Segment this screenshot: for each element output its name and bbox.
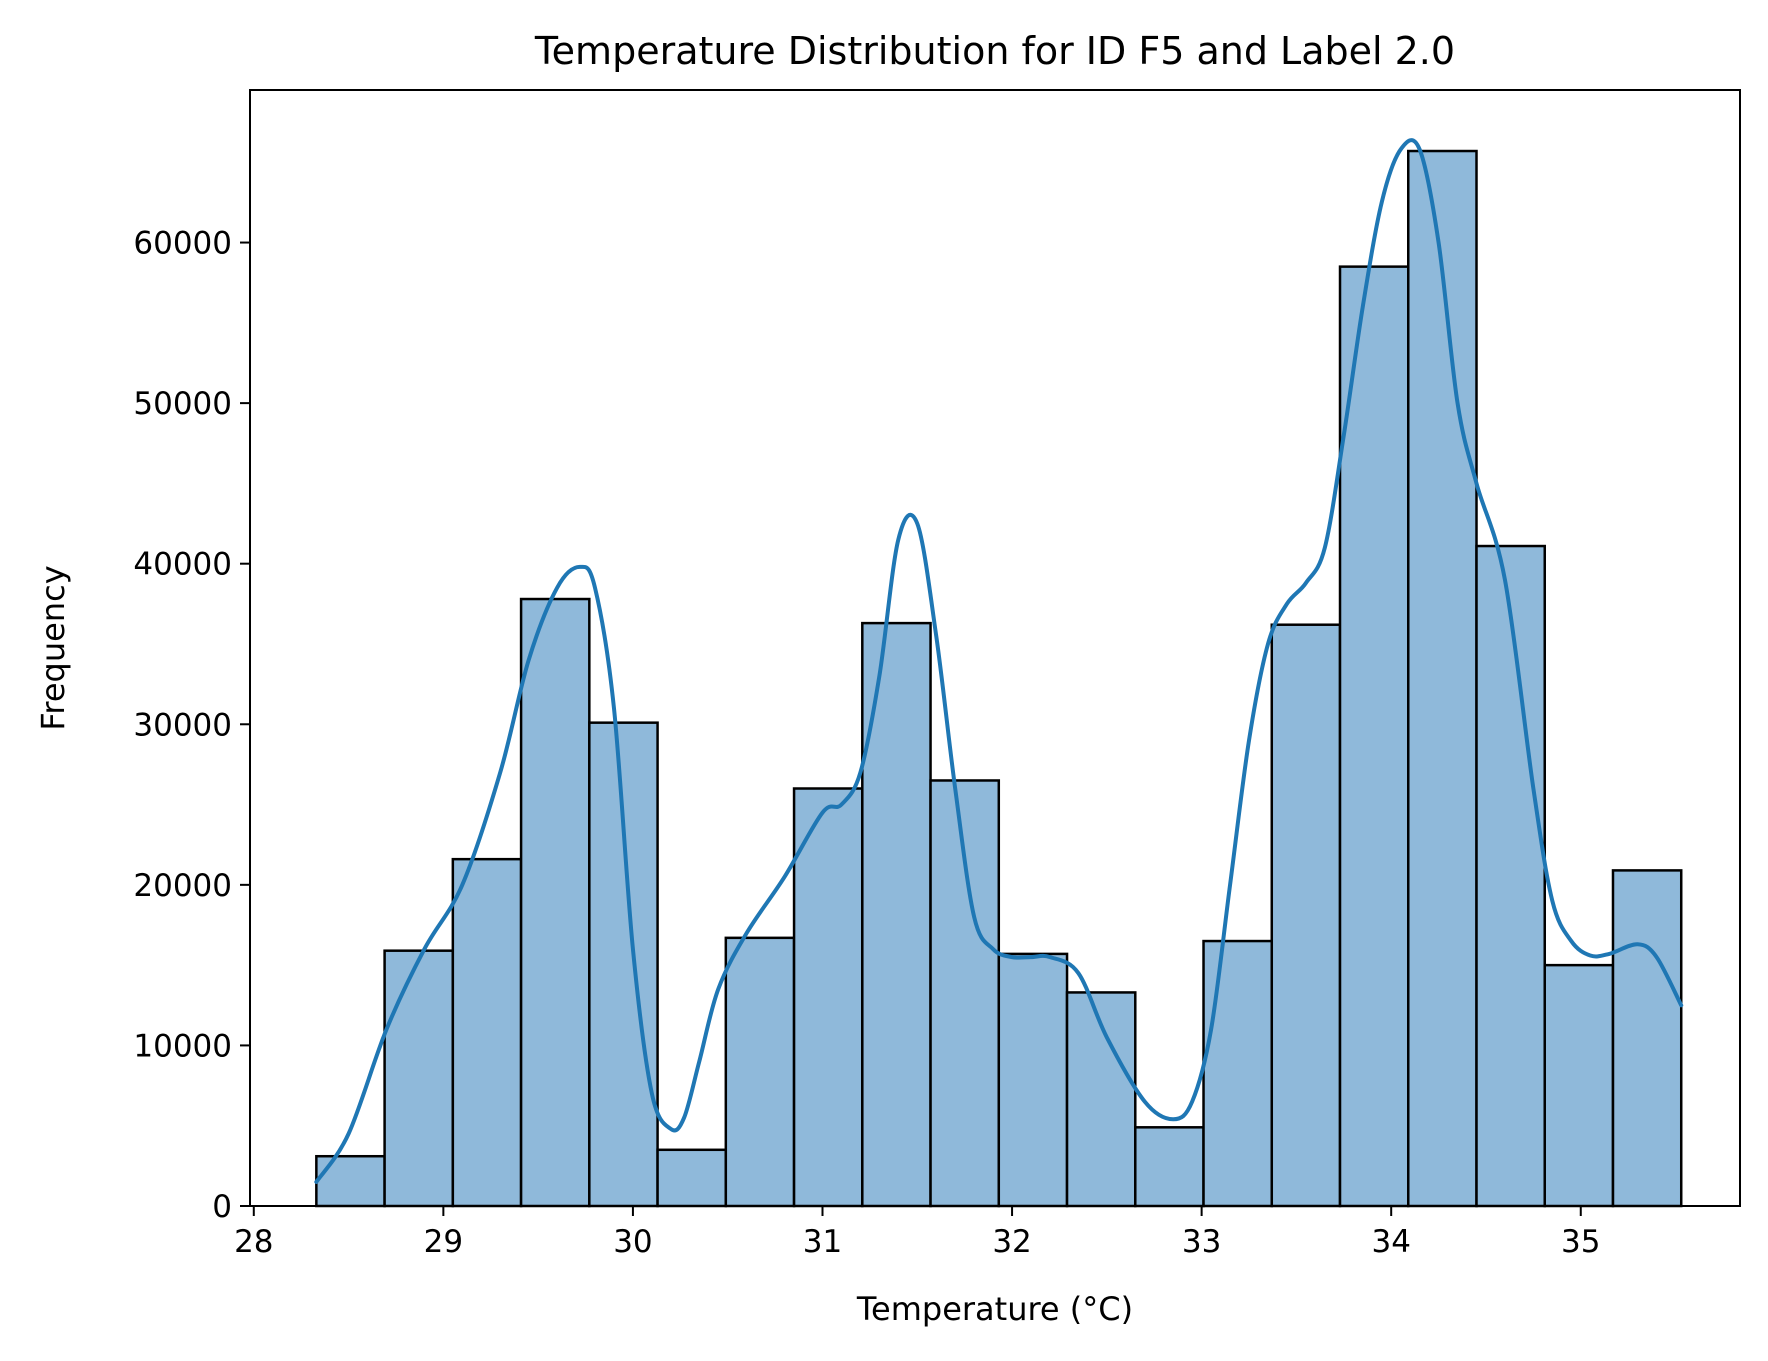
y-tick-label: 20000	[133, 868, 232, 904]
histogram-bar	[1134, 1126, 1205, 1208]
histogram-bar	[792, 787, 864, 1208]
histogram-bar	[315, 1154, 386, 1208]
x-tick-label: 33	[1182, 1224, 1221, 1260]
x-tick-label: 35	[1561, 1224, 1600, 1260]
histogram-bar	[588, 721, 659, 1208]
y-axis-label: Frequency	[34, 565, 72, 730]
histogram-bar	[383, 949, 455, 1208]
y-tick-label: 40000	[133, 547, 232, 583]
x-tick-label: 29	[424, 1224, 463, 1260]
histogram-bar	[1475, 544, 1546, 1208]
x-axis-ticks: 28 29 30 31 32 33 34 35	[234, 1206, 1600, 1260]
chart-title: Temperature Distribution for ID F5 and L…	[534, 29, 1455, 73]
y-tick-label: 30000	[133, 707, 232, 743]
y-axis-ticks: 0 10000 20000 30000 40000 50000 60000	[133, 226, 250, 1225]
x-tick-label: 34	[1371, 1224, 1410, 1260]
x-tick-label: 28	[234, 1224, 273, 1260]
histogram-bar	[724, 936, 796, 1208]
histogram-bar	[1202, 939, 1274, 1208]
histogram-bar	[519, 597, 591, 1208]
x-tick-label: 31	[803, 1224, 842, 1260]
y-tick-label: 10000	[133, 1028, 232, 1064]
histogram-bar	[1407, 149, 1478, 1208]
y-tick-label: 0	[212, 1189, 232, 1225]
x-tick-label: 32	[992, 1224, 1031, 1260]
x-axis-label: Temperature (°C)	[856, 1290, 1133, 1328]
histogram-bar	[1611, 869, 1683, 1208]
histogram-bar	[656, 1148, 728, 1208]
x-tick-label: 30	[613, 1224, 652, 1260]
plot-frame	[249, 89, 1741, 1207]
histogram-bar	[1543, 963, 1615, 1208]
histogram-bar	[451, 857, 523, 1208]
y-tick-label: 60000	[133, 226, 232, 262]
y-tick-label: 50000	[133, 386, 232, 422]
histogram-bar	[997, 952, 1069, 1208]
histogram-bar	[929, 779, 1001, 1208]
histogram-bar	[1270, 623, 1342, 1208]
histogram-bar	[1338, 265, 1410, 1208]
kde-curve	[314, 138, 1684, 1184]
